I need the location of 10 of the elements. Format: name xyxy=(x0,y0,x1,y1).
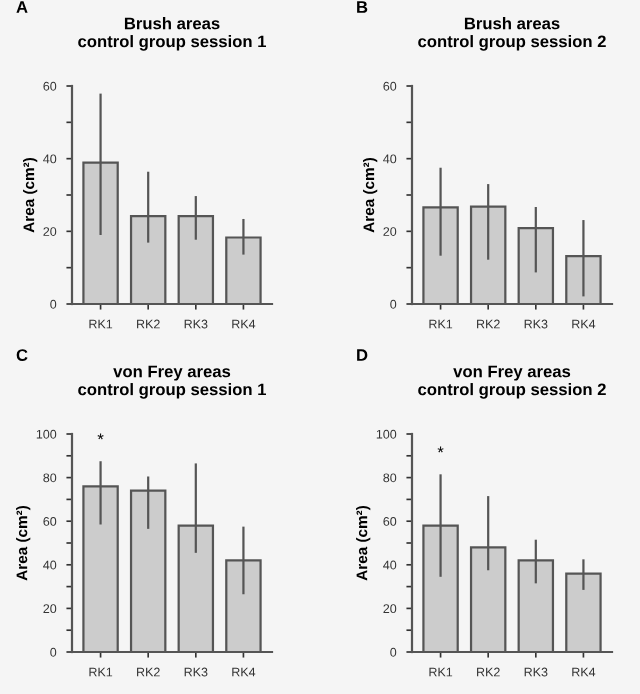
text: A xyxy=(16,1,28,13)
chart-title: von Frey areas control group session 1 xyxy=(78,365,266,399)
text: D xyxy=(357,349,368,361)
annotation: * xyxy=(437,446,444,453)
chart-title: Brush areas control group session 2 xyxy=(418,17,606,51)
chart-title: von Frey areas control group session 2 xyxy=(418,365,606,399)
text: C xyxy=(16,349,28,361)
annotation: * xyxy=(97,433,104,440)
chart-title: Brush areas control group session 1 xyxy=(78,17,266,51)
text: B xyxy=(357,1,368,13)
